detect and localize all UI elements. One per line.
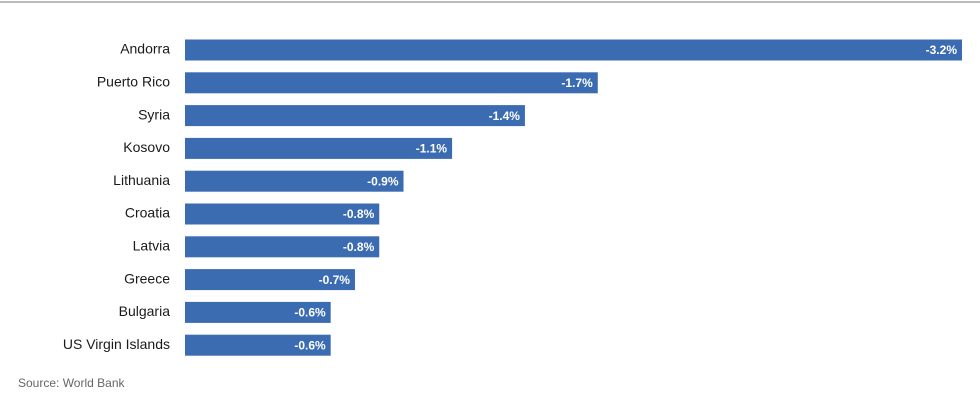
- value-label: -1.4%: [489, 109, 521, 123]
- value-label: -1.1%: [416, 142, 448, 156]
- bar: [185, 236, 380, 258]
- category-label: US Virgin Islands: [63, 336, 170, 352]
- category-label: Greece: [124, 270, 170, 286]
- bar: [185, 39, 962, 61]
- value-label: -0.6%: [294, 338, 326, 352]
- category-label: Syria: [138, 106, 170, 122]
- bar: [185, 269, 355, 291]
- source-note: Source: World Bank: [18, 376, 125, 390]
- value-label: -1.7%: [561, 76, 593, 90]
- category-label: Latvia: [133, 238, 171, 254]
- bar: [185, 105, 525, 127]
- category-label: Kosovo: [123, 139, 170, 155]
- bar: [185, 301, 331, 323]
- bar: [185, 72, 598, 94]
- category-label: Andorra: [120, 41, 170, 57]
- category-label: Puerto Rico: [97, 74, 170, 90]
- bar: [185, 170, 404, 192]
- value-label: -0.8%: [343, 207, 375, 221]
- value-label: -0.6%: [294, 306, 326, 320]
- value-label: -0.7%: [319, 273, 351, 287]
- bar: [185, 137, 453, 159]
- bar: [185, 203, 380, 225]
- value-label: -0.9%: [367, 174, 399, 188]
- bar: [185, 334, 331, 356]
- category-label: Croatia: [125, 205, 170, 221]
- value-label: -0.8%: [343, 240, 375, 254]
- category-label: Bulgaria: [119, 303, 171, 319]
- value-label: -3.2%: [926, 43, 958, 57]
- category-label: Lithuania: [113, 172, 170, 188]
